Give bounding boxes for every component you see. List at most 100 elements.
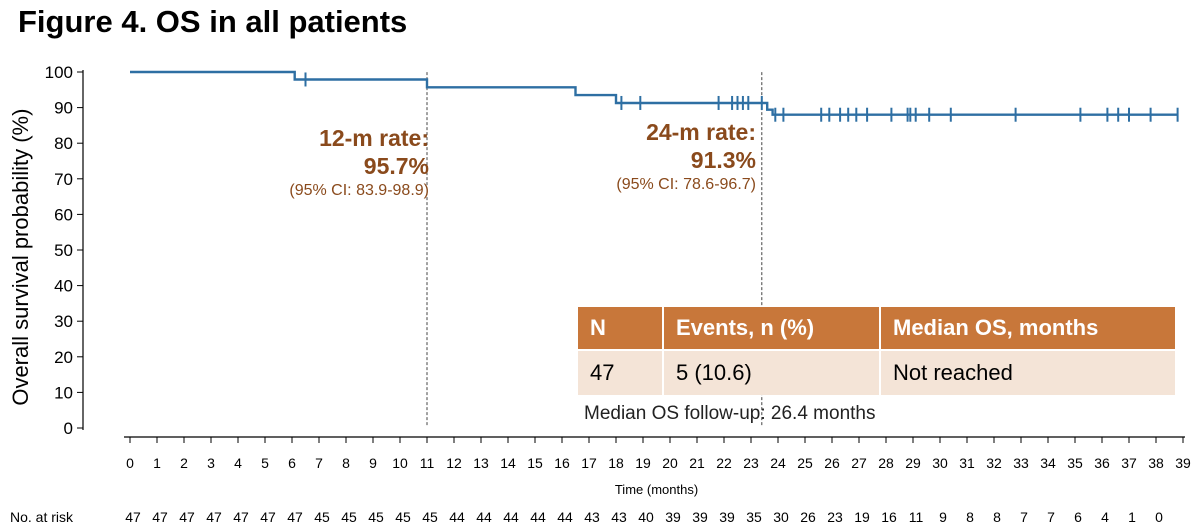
x-tick-label: 31	[959, 455, 975, 471]
followup-note: Median OS follow-up: 26.4 months	[584, 403, 876, 424]
x-tick-label: 12	[446, 455, 462, 471]
x-tick-label: 33	[1013, 455, 1029, 471]
y-tick-label: 100	[45, 63, 73, 82]
at-risk-count: 9	[939, 509, 947, 525]
at-risk-count: 44	[449, 509, 465, 525]
x-tick-label: 20	[662, 455, 678, 471]
table-cell-events: 5 (10.6)	[663, 349, 881, 395]
at-risk-count: 44	[530, 509, 546, 525]
at-risk-count: 45	[395, 509, 411, 525]
x-tick-label: 18	[608, 455, 624, 471]
x-tick-label: 32	[986, 455, 1002, 471]
at-risk-count: 7	[1020, 509, 1028, 525]
at-risk-count: 35	[746, 509, 762, 525]
annotation-12m-value: 95.7%	[363, 153, 429, 179]
survival-curve-group	[130, 70, 1178, 116]
summary-table: N Events, n (%) Median OS, months 47 5 (…	[578, 307, 1175, 395]
at-risk-count: 1	[1128, 509, 1136, 525]
y-tick-label: 90	[54, 99, 73, 118]
summary-table-header-row: N Events, n (%) Median OS, months	[578, 307, 1175, 350]
table-header-median-os: Median OS, months	[880, 307, 1175, 350]
x-tick-label: 16	[554, 455, 570, 471]
at-risk-count: 45	[341, 509, 357, 525]
x-tick-label: 36	[1094, 455, 1110, 471]
annotation-12m-ci: (95% CI: 83.9-98.9)	[289, 182, 429, 199]
at-risk-count: 47	[152, 509, 168, 525]
at-risk-row: No. at risk 47 47 47 47 47 47 47 45 45 45 45 45 44 44 4…	[10, 509, 1163, 525]
at-risk-count: 8	[993, 509, 1001, 525]
y-axis-label: Overall survival probability (%)	[8, 109, 33, 406]
x-tick-label: 19	[635, 455, 651, 471]
x-tick-label: 38	[1148, 455, 1164, 471]
at-risk-count: 45	[422, 509, 438, 525]
x-tick-label: 14	[500, 455, 516, 471]
x-tick-label: 26	[824, 455, 840, 471]
x-tick-label: 22	[716, 455, 732, 471]
x-tick-label: 25	[797, 455, 813, 471]
y-tick-label: 30	[54, 312, 73, 331]
at-risk-count: 23	[827, 509, 843, 525]
at-risk-count: 16	[881, 509, 897, 525]
x-tick-label: 35	[1067, 455, 1083, 471]
y-tick-label: 80	[54, 134, 73, 153]
x-tick-label: 21	[689, 455, 705, 471]
at-risk-count: 30	[773, 509, 789, 525]
x-tick-label: 3	[207, 455, 215, 471]
at-risk-count: 47	[179, 509, 195, 525]
at-risk-count: 47	[287, 509, 303, 525]
at-risk-count: 6	[1074, 509, 1082, 525]
annotation-12m-label: 12-m rate:	[319, 125, 429, 151]
x-tick-label: 23	[743, 455, 759, 471]
figure-title: Figure 4. OS in all patients	[18, 4, 408, 39]
table-cell-median-os: Not reached	[880, 349, 1175, 395]
at-risk-count: 45	[314, 509, 330, 525]
reference-lines	[426, 70, 763, 426]
table-header-events: Events, n (%)	[663, 307, 881, 350]
y-tick-label: 0	[64, 419, 73, 438]
at-risk-label: No. at risk	[10, 509, 74, 525]
at-risk-count: 0	[1155, 509, 1163, 525]
annotation-24m-label: 24-m rate:	[646, 119, 756, 145]
x-tick-label: 1	[153, 455, 161, 471]
at-risk-count: 43	[584, 509, 600, 525]
at-risk-count: 43	[611, 509, 627, 525]
x-tick-label: 2	[180, 455, 188, 471]
y-tick-label: 20	[54, 348, 73, 367]
at-risk-count: 40	[638, 509, 654, 525]
at-risk-count: 44	[503, 509, 519, 525]
at-risk-count: 47	[260, 509, 276, 525]
x-tick-label: 15	[527, 455, 543, 471]
x-tick-label: 10	[392, 455, 408, 471]
y-tick-label: 40	[54, 277, 73, 296]
x-tick-label: 9	[369, 455, 377, 471]
censor-marks	[304, 72, 1179, 122]
y-tick-label: 10	[54, 383, 73, 402]
x-tick-label: 24	[770, 455, 786, 471]
x-tick-label: 6	[288, 455, 296, 471]
at-risk-count: 19	[854, 509, 870, 525]
x-tick-label: 29	[905, 455, 921, 471]
at-risk-count: 7	[1047, 509, 1055, 525]
summary-table-row: 47 5 (10.6) Not reached	[578, 349, 1175, 395]
at-risk-count: 47	[206, 509, 222, 525]
table-cell-n: 47	[578, 349, 664, 395]
at-risk-count: 4	[1101, 509, 1109, 525]
x-tick-label: 4	[234, 455, 242, 471]
at-risk-count: 39	[719, 509, 735, 525]
x-tick-label: 39	[1175, 455, 1191, 471]
x-tick-label: 11	[420, 455, 435, 471]
at-risk-count: 45	[368, 509, 384, 525]
at-risk-count: 47	[125, 509, 141, 525]
x-tick-label: 17	[581, 455, 597, 471]
annotation-12m: 12-m rate: 95.7% (95% CI: 83.9-98.9)	[289, 124, 429, 202]
x-tick-label: 34	[1040, 455, 1056, 471]
x-tick-label: 7	[315, 455, 323, 471]
at-risk-count: 44	[557, 509, 573, 525]
at-risk-count: 39	[692, 509, 708, 525]
x-tick-label: 13	[473, 455, 489, 471]
at-risk-count: 47	[233, 509, 249, 525]
annotation-24m-ci: (95% CI: 78.6-96.7)	[616, 176, 756, 193]
y-tick-label: 70	[54, 170, 73, 189]
